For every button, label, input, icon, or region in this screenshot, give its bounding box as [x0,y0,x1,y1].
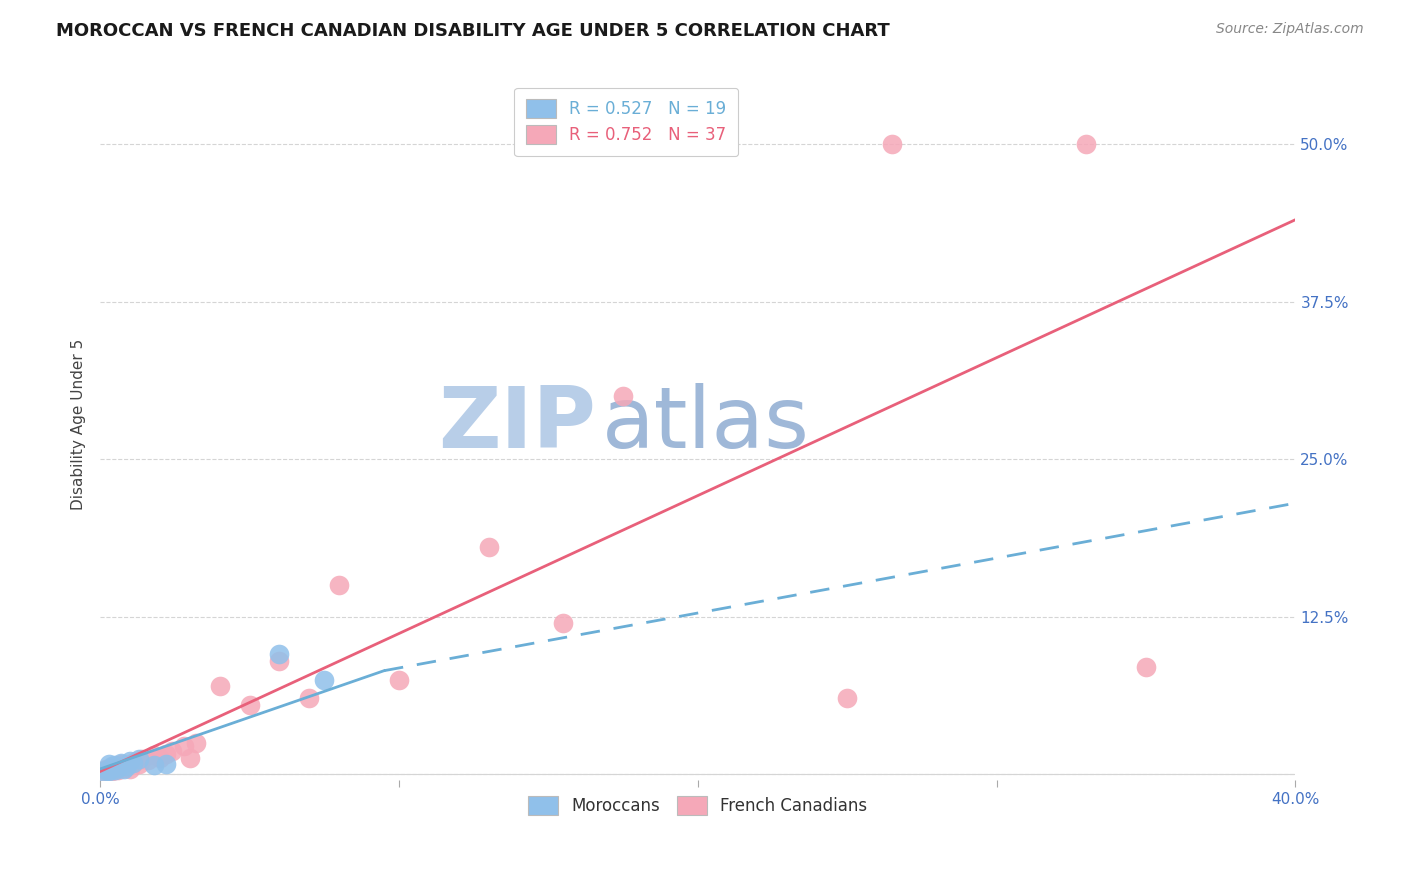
Point [115,758,138,772]
Point [122,756,145,770]
Point [1076,137,1098,152]
Point [238,698,260,712]
Point [101,762,124,776]
Point [179,750,201,764]
Point [298,691,321,706]
Point [149,750,172,764]
Point [160,744,183,758]
Point [173,739,195,754]
Point [314,673,336,687]
Point [107,761,129,775]
Text: ZIP: ZIP [439,383,596,466]
Point [107,763,129,777]
Point [98,764,121,779]
Point [837,691,859,706]
Point [388,673,411,687]
Point [478,540,501,554]
Point [122,756,145,770]
Point [880,137,903,152]
Point [91,765,114,780]
Point [104,762,127,776]
Point [128,756,150,771]
Point [112,762,135,776]
Point [110,756,132,771]
Text: MOROCCAN VS FRENCH CANADIAN DISABILITY AGE UNDER 5 CORRELATION CHART: MOROCCAN VS FRENCH CANADIAN DISABILITY A… [56,22,890,40]
Point [155,756,177,771]
Point [142,758,165,772]
Point [98,763,121,777]
Legend: Moroccans, French Canadians: Moroccans, French Canadians [519,786,877,825]
Point [1135,660,1157,674]
Point [94,762,117,776]
Point [110,759,132,773]
Point [269,648,291,662]
Point [184,735,207,749]
Point [104,763,127,777]
Point [94,763,117,777]
Point [115,759,138,773]
Point [128,752,150,766]
Point [125,755,148,769]
Point [553,615,575,630]
Point [328,578,350,592]
Y-axis label: Disability Age Under 5: Disability Age Under 5 [72,339,86,510]
Point [101,761,124,775]
Point [118,762,141,776]
Point [101,759,124,773]
Text: Source: ZipAtlas.com: Source: ZipAtlas.com [1216,22,1364,37]
Point [112,761,135,775]
Point [101,764,124,779]
Text: atlas: atlas [602,383,810,466]
Point [136,753,159,767]
Point [91,764,114,779]
Point [110,756,132,770]
Point [118,755,141,769]
Point [208,679,231,693]
Point [142,748,165,763]
Point [155,747,177,761]
Point [131,752,153,766]
Point [98,756,121,771]
Point [612,389,634,403]
Point [269,654,291,668]
Point [104,758,127,772]
